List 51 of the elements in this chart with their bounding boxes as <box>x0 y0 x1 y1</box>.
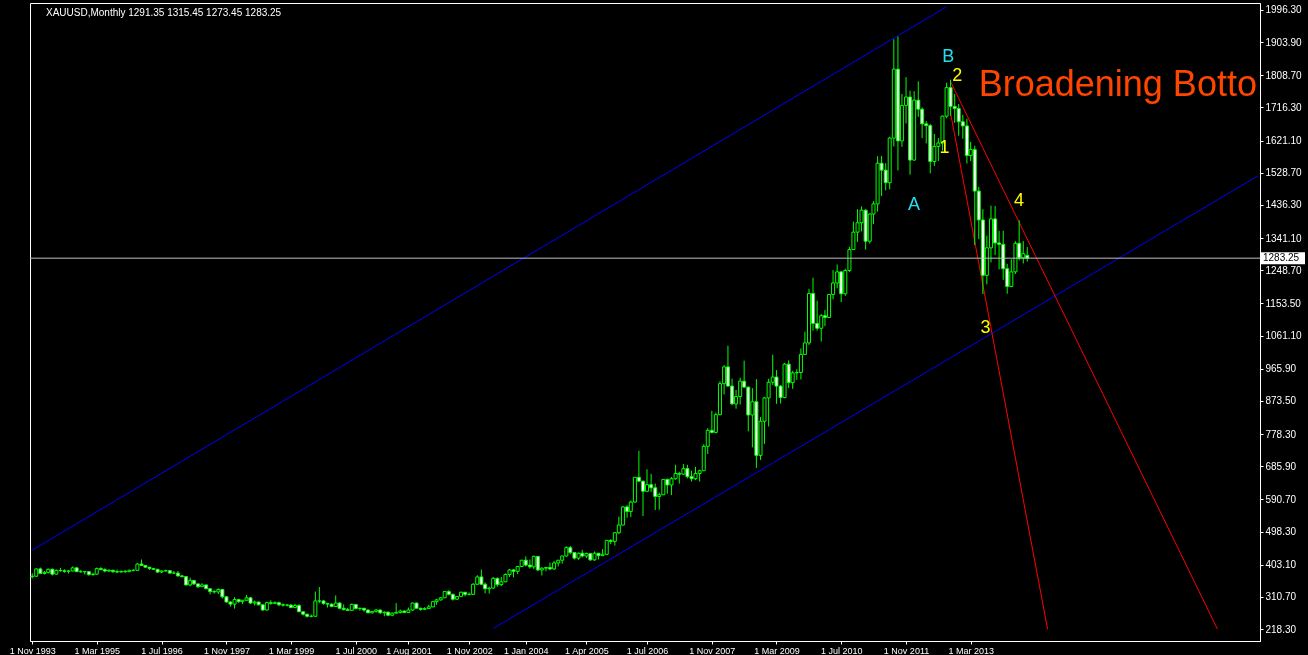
y-tick-label: 1153.50 <box>1265 297 1302 309</box>
annotation: 4 <box>1013 190 1024 210</box>
y-tick-label: 1061.10 <box>1265 330 1303 342</box>
annotation: 3 <box>980 317 991 337</box>
y-tick-label: 1716.30 <box>1265 101 1303 113</box>
y-tick-label: 403.10 <box>1265 559 1297 571</box>
x-tick-label: 1 Jul 2010 <box>820 645 863 655</box>
y-tick-label: 218.30 <box>1265 623 1297 635</box>
y-tick-label: 498.30 <box>1265 526 1297 538</box>
x-tick-label: 1 Apr 2005 <box>565 645 609 655</box>
annotation: B <box>942 46 955 66</box>
x-tick-label: 1 Aug 2001 <box>386 645 432 655</box>
x-tick-label: 1 Jan 2004 <box>504 645 549 655</box>
y-tick-label: 1436.30 <box>1265 199 1303 211</box>
x-tick-label: 1 Mar 1995 <box>74 645 120 655</box>
candlestick <box>527 559 532 570</box>
y-tick-label: 310.70 <box>1265 591 1297 603</box>
x-tick-label: 1 Jul 2006 <box>626 645 669 655</box>
y-tick-label: 965.90 <box>1265 363 1297 375</box>
annotation: 2 <box>952 65 963 85</box>
y-tick-label: 1621.10 <box>1265 135 1303 147</box>
x-tick-label: 1 Mar 2009 <box>754 645 800 655</box>
candlestick <box>956 103 961 137</box>
chart-title: XAUUSD,Monthly 1291.35 1315.45 1273.45 1283.25 <box>46 7 282 18</box>
y-tick-label: 1808.70 <box>1265 69 1303 81</box>
y-tick-label: 1903.90 <box>1265 36 1303 48</box>
x-tick-label: 1 Jul 2000 <box>335 645 378 655</box>
y-tick-label: 873.50 <box>1265 395 1297 407</box>
annotation: 1 <box>939 137 950 157</box>
y-tick-label: 1528.70 <box>1265 167 1303 179</box>
ref-line-label: 1283.25 <box>1263 252 1300 264</box>
candlestick <box>738 377 743 406</box>
x-tick-label: 1 Nov 1997 <box>203 645 250 655</box>
x-tick-label: 1 Mar 1999 <box>268 645 315 655</box>
x-tick-label: 1 Mar 2013 <box>948 645 994 655</box>
x-tick-label: 1 Nov 2007 <box>689 645 736 655</box>
candlestick <box>649 473 654 493</box>
y-tick-label: 778.30 <box>1265 428 1297 440</box>
annotation: Broadening Botto <box>978 63 1257 104</box>
y-tick-label: 1341.10 <box>1265 232 1303 244</box>
x-tick-label: 1 Nov 1993 <box>9 645 56 655</box>
annotation: A <box>908 194 921 214</box>
y-tick-label: 685.90 <box>1265 460 1297 472</box>
y-tick-label: 1996.30 <box>1265 4 1303 16</box>
candlestick <box>313 591 318 618</box>
x-tick-label: 1 Nov 2002 <box>446 645 493 655</box>
x-tick-label: 1 Nov 2011 <box>883 645 930 655</box>
y-tick-label: 1248.70 <box>1265 264 1303 276</box>
x-tick-label: 1 Jul 1996 <box>141 645 183 655</box>
y-tick-label: 590.70 <box>1265 493 1297 505</box>
candlestick <box>357 607 362 612</box>
